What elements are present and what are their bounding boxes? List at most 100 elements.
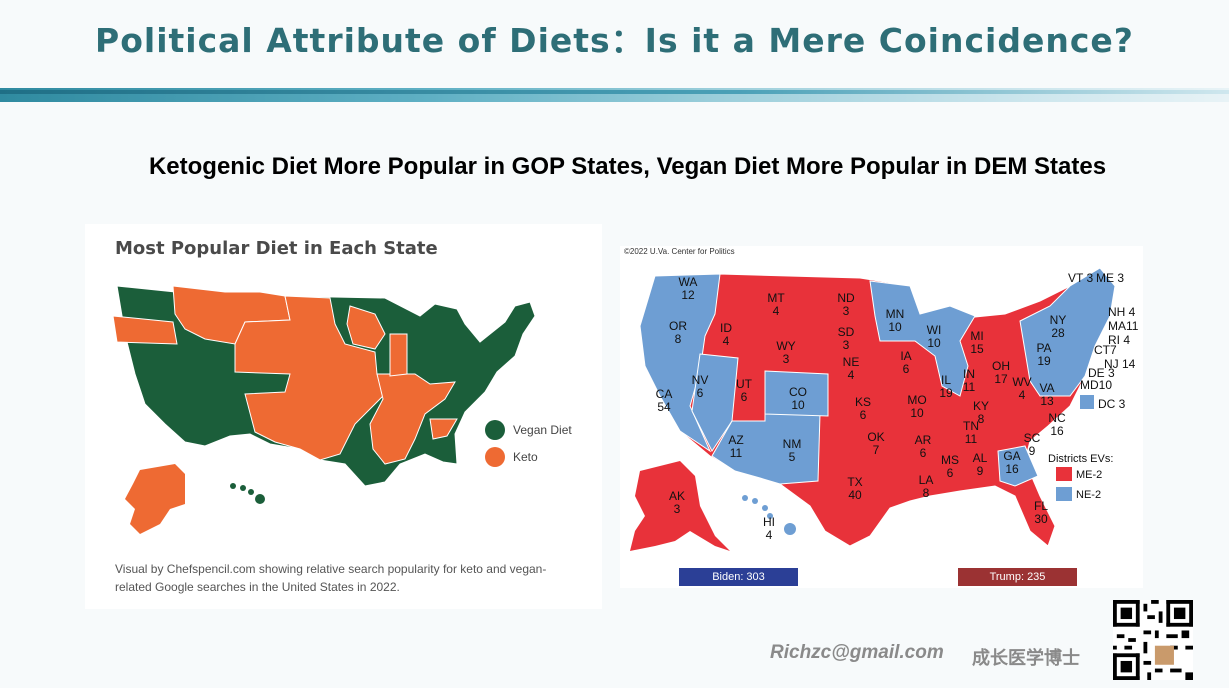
state-ev-ms: 6 xyxy=(947,466,954,480)
trump-total-bar: Trump: 235 xyxy=(958,568,1077,586)
state-label-ky: KY xyxy=(973,399,989,413)
state-label-al: AL xyxy=(973,451,988,465)
east-label-7: DE 3 xyxy=(1088,366,1115,380)
state-label-nv: NV xyxy=(692,373,709,387)
state-label-mo: MO xyxy=(907,393,926,407)
dem-northeast xyxy=(1019,267,1116,397)
east-label-4: RI 4 xyxy=(1108,333,1130,347)
state-ev-ar: 6 xyxy=(920,446,927,460)
state-label-ut: UT xyxy=(736,377,753,391)
state-ev-sd: 3 xyxy=(843,338,850,352)
state-ev-az: 11 xyxy=(730,446,743,460)
state-label-ne: NE xyxy=(843,355,860,369)
keto-region-plains xyxy=(234,295,386,461)
state-ev-va: 13 xyxy=(1040,394,1054,408)
me2-label: ME-2 xyxy=(1076,469,1102,481)
header-band-accent xyxy=(0,90,1229,94)
dem-upper-midwest xyxy=(869,280,976,397)
east-label-6: NJ 14 xyxy=(1104,357,1136,371)
keto-region-oregon xyxy=(112,315,178,345)
diet-map-title: Most Popular Diet in Each State xyxy=(115,238,438,259)
districts-title: Districts EVs: xyxy=(1048,453,1113,465)
keto-region-south xyxy=(369,373,456,465)
state-label-il: IL xyxy=(941,373,951,387)
ne2-label: NE-2 xyxy=(1076,489,1101,501)
legend-vegan-label: Vegan Diet xyxy=(513,423,572,437)
east-label-2: NH 4 xyxy=(1108,305,1136,319)
state-label-sd: SD xyxy=(838,325,855,339)
east-label-5: CT7 xyxy=(1094,343,1117,357)
gop-alaska xyxy=(630,461,730,551)
east-label-1: ME 3 xyxy=(1096,271,1124,285)
state-label-ar: AR xyxy=(915,433,932,447)
state-label-ga: GA xyxy=(1003,449,1020,463)
keto-region-carolina xyxy=(429,418,458,440)
state-ev-oh: 17 xyxy=(994,372,1008,386)
state-label-nc: NC xyxy=(1048,411,1066,425)
biden-total-bar: Biden: 303 xyxy=(679,568,798,586)
me2-swatch xyxy=(1056,467,1072,481)
electoral-map-panel: ©2022 U.Va. Center for Politics WA 12 OR 8 C… xyxy=(620,246,1143,588)
vegan-hawaii xyxy=(230,483,265,504)
slide-title: Political Attribute of Diets：Is it a Mer… xyxy=(95,21,1134,60)
state-label-ca: CA xyxy=(656,387,673,401)
state-label-or: OR xyxy=(669,319,687,333)
state-label-oh: OH xyxy=(992,359,1010,373)
state-ev-mn: 10 xyxy=(888,320,902,334)
state-label-va: VA xyxy=(1039,381,1054,395)
state-ev-ny: 28 xyxy=(1051,326,1065,340)
state-label-id: ID xyxy=(720,321,732,335)
state-ev-ia: 6 xyxy=(903,362,910,376)
state-ev-nm: 5 xyxy=(789,450,796,464)
state-ev-mi: 15 xyxy=(970,342,984,356)
keto-region-wisconsin xyxy=(346,305,386,350)
state-ev-mo: 10 xyxy=(910,406,924,420)
east-label-0: VT 3 xyxy=(1068,271,1093,285)
slide-subtitle: Ketogenic Diet More Popular in GOP State… xyxy=(148,153,1107,180)
state-ev-ks: 6 xyxy=(860,408,867,422)
dem-georgia xyxy=(997,445,1039,487)
keto-legend-dot xyxy=(485,447,505,467)
state-label-wv: WV xyxy=(1012,375,1031,389)
contact-email: Richzc@gmail.com xyxy=(770,642,944,663)
state-ev-wi: 10 xyxy=(927,336,941,350)
state-label-ak: AK xyxy=(669,489,685,503)
east-label-8: MD10 xyxy=(1080,378,1112,392)
dem-west-coast xyxy=(639,273,721,453)
legend-keto-label: Keto xyxy=(513,450,538,464)
east-label-9: DC 3 xyxy=(1098,397,1126,411)
diet-map-panel: Most Popular Diet in Each State Vegan Di… xyxy=(85,224,602,609)
state-label-hi: HI xyxy=(763,515,775,529)
state-label-fl: FL xyxy=(1034,499,1048,513)
east-label-3: MA11 xyxy=(1108,319,1139,333)
state-ev-nc: 16 xyxy=(1050,424,1064,438)
author-name: 成长医学博士 xyxy=(972,648,1080,669)
dem-southwest xyxy=(711,413,821,485)
dem-colorado xyxy=(764,370,829,417)
state-label-tn: TN xyxy=(963,419,979,433)
state-label-ny: NY xyxy=(1050,313,1067,327)
state-label-la: LA xyxy=(919,473,934,487)
state-ev-sc: 9 xyxy=(1029,444,1036,458)
dem-hawaii xyxy=(742,495,796,535)
state-ev-il: 19 xyxy=(939,386,953,400)
vegan-legend-dot xyxy=(485,420,505,440)
state-label-wi: WI xyxy=(927,323,942,337)
state-label-pa: PA xyxy=(1036,341,1051,355)
state-ev-nd: 3 xyxy=(843,304,850,318)
state-ev-ak: 3 xyxy=(674,502,681,516)
dc-swatch xyxy=(1080,395,1094,409)
state-ev-wv: 4 xyxy=(1019,388,1026,402)
state-label-in: IN xyxy=(963,367,975,381)
state-label-ks: KS xyxy=(855,395,871,409)
state-ev-nv: 6 xyxy=(697,386,704,400)
state-label-az: AZ xyxy=(728,433,743,447)
state-ev-co: 10 xyxy=(791,398,805,412)
state-ev-tx: 40 xyxy=(848,488,862,502)
state-ev-al: 9 xyxy=(977,464,984,478)
state-ev-pa: 19 xyxy=(1037,354,1051,368)
state-ev-wy: 3 xyxy=(783,352,790,366)
state-ev-id: 4 xyxy=(723,334,730,348)
state-label-mt: MT xyxy=(767,291,785,305)
